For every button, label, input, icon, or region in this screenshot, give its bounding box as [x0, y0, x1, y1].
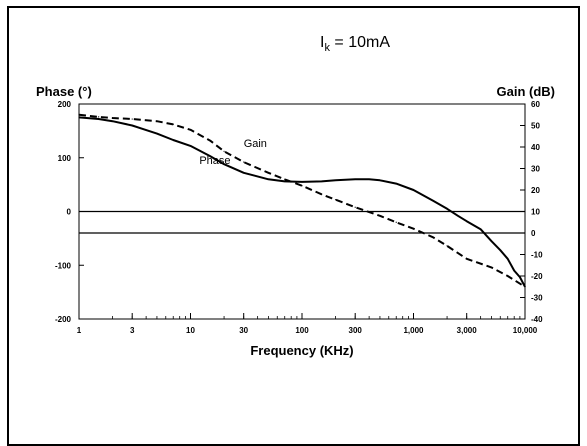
y-right-tick-label: 10 [531, 208, 540, 217]
series-phase-point [379, 179, 381, 181]
figure-frame [7, 6, 580, 446]
y-left-tick-label: 0 [67, 208, 72, 217]
series-gain-point [490, 266, 493, 268]
chart-title-main: I [320, 34, 324, 51]
series-phase-line [78, 116, 526, 288]
series-phase-point [490, 240, 493, 242]
y-right-tick-label: 60 [531, 100, 540, 109]
series-gain-point [243, 161, 245, 163]
chart-title: Ik = 10mA [320, 34, 390, 54]
series-gain-label: Gain [244, 138, 267, 150]
series-phase-point [368, 178, 370, 180]
series-gain-point [267, 172, 270, 174]
series-phase-point [209, 155, 211, 157]
series-gain-line [78, 113, 526, 288]
series-phase-point [395, 182, 397, 185]
series-phase-point [284, 180, 286, 182]
series-gain-point [156, 120, 158, 122]
series-phase-point [301, 181, 303, 183]
x-tick-label: 3,000 [457, 326, 478, 335]
series-phase-point [334, 179, 337, 181]
y-right-tick-label: -40 [531, 315, 543, 324]
series-phase-point [519, 276, 521, 278]
series-phase-point [223, 163, 225, 165]
y-left-tick-label: 100 [58, 154, 72, 163]
series-gain-point [507, 275, 509, 277]
series-phase-point [432, 200, 434, 202]
series-gain-point [334, 199, 337, 201]
chart-title-subscript: k [324, 42, 330, 54]
y-right-tick-label: -30 [531, 294, 543, 303]
series-phase-point [499, 249, 501, 251]
y-right-tick-label: 30 [531, 165, 540, 174]
series-gain-point [284, 178, 286, 180]
series-layer [78, 113, 526, 288]
series-gain-point [98, 116, 100, 118]
x-tick-label: 30 [239, 326, 248, 335]
series-gain-point [223, 150, 225, 152]
series-gain-point [172, 123, 174, 126]
series-phase-point [480, 228, 482, 230]
series-gain-point [354, 206, 356, 208]
series-phase-point [189, 145, 192, 147]
series-phase-point [466, 220, 468, 222]
series-phase-point [457, 215, 459, 217]
series-gain-point [432, 236, 434, 238]
series-phase-label: Phase [199, 155, 230, 167]
series-phase-point [111, 120, 114, 122]
series-phase-point [156, 132, 158, 135]
series-gain-point [379, 215, 381, 217]
y-left-tick-label: -200 [55, 315, 72, 324]
y-right-tick-label: 0 [531, 229, 536, 238]
series-phase-point [267, 178, 270, 180]
series-phase-point [321, 180, 323, 182]
series-phase-point [507, 258, 509, 260]
series-phase-point [354, 178, 356, 180]
x-tick-label: 3 [130, 326, 135, 335]
series-phase-point [78, 116, 80, 119]
series-phase-point [243, 172, 245, 174]
series-phase-point [131, 124, 133, 127]
series-gain-point [78, 114, 80, 116]
series-gain-point [131, 118, 133, 120]
series-gain-point [111, 117, 114, 119]
x-tick-label: 10 [186, 326, 195, 335]
chart: Ik = 10mA Phase (°) Gain (dB) Frequency … [36, 34, 556, 358]
x-tick-label: 10,000 [513, 326, 538, 335]
ticks-layer: 1 3 10 30 100 300 1,000 3,000 10,000-200-1000100… [55, 100, 543, 335]
series-phase-point [98, 118, 100, 120]
series-gain-point [412, 228, 415, 230]
series-gain-point [466, 258, 468, 260]
chart-title-rest: = 10mA [330, 34, 390, 51]
x-tick-label: 100 [295, 326, 309, 335]
y-right-tick-label: -20 [531, 272, 543, 281]
x-tick-label: 1 [77, 326, 82, 335]
y-left-tick-label: 200 [58, 100, 72, 109]
y-right-tick-label: 50 [531, 122, 540, 131]
series-labels: Phase Gain [199, 138, 267, 167]
y-left-axis-title: Phase (°) [36, 84, 92, 99]
series-gain-point [209, 139, 211, 142]
series-gain-point [301, 185, 303, 187]
series-phase-point [412, 189, 415, 191]
reference-lines [79, 210, 525, 234]
y-right-tick-label: 20 [531, 186, 540, 195]
x-axis-title: Frequency (KHz) [250, 343, 353, 358]
series-phase-point [446, 208, 448, 210]
series-gain-point [395, 221, 397, 223]
series-gain-point [446, 245, 448, 247]
x-tick-label: 1,000 [403, 326, 424, 335]
series-gain-point [524, 286, 526, 288]
y-left-tick-label: -100 [55, 261, 72, 270]
series-phase-point [172, 139, 174, 141]
y-right-tick-label: -10 [531, 251, 543, 260]
y-right-axis-title: Gain (dB) [497, 84, 556, 99]
x-tick-label: 300 [349, 326, 363, 335]
series-gain-point [321, 193, 323, 195]
series-phase-point [513, 270, 515, 272]
y-right-tick-label: 40 [531, 143, 540, 152]
series-gain-point [189, 129, 192, 131]
